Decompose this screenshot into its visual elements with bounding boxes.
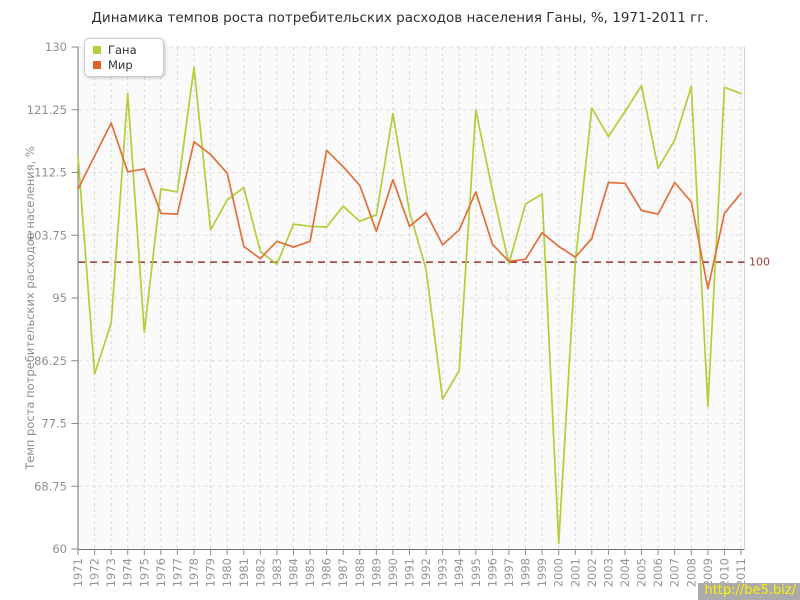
x-tick-label: 2009 bbox=[701, 558, 715, 587]
x-tick-label: 2008 bbox=[684, 558, 698, 587]
x-tick-label: 1996 bbox=[485, 558, 499, 587]
ref-line-label: 100 bbox=[749, 255, 770, 269]
x-tick-label: 2003 bbox=[601, 558, 615, 587]
x-tick-label: 1981 bbox=[237, 558, 251, 587]
legend-item-ghana[interactable]: Гана bbox=[93, 44, 137, 56]
x-tick-label: 1993 bbox=[436, 558, 450, 587]
x-tick-label: 1978 bbox=[187, 558, 201, 587]
x-tick-label: 1985 bbox=[303, 558, 317, 587]
x-tick-label: 2011 bbox=[734, 558, 748, 587]
x-tick-label: 1988 bbox=[353, 558, 367, 587]
x-tick-label: 1979 bbox=[204, 558, 218, 587]
x-tick-label: 1982 bbox=[253, 558, 267, 587]
x-tick-label: 1987 bbox=[336, 558, 350, 587]
y-tick-label: 121.25 bbox=[27, 103, 67, 117]
x-tick-label: 1986 bbox=[320, 558, 334, 587]
series-line-world bbox=[77, 122, 742, 290]
x-tick-label: 2006 bbox=[651, 558, 665, 587]
x-tick-label: 2004 bbox=[618, 558, 632, 587]
legend-item-world[interactable]: Мир bbox=[93, 59, 137, 71]
x-tick-label: 2010 bbox=[717, 558, 731, 587]
x-tick-label: 1995 bbox=[469, 558, 483, 587]
x-tick-label: 1998 bbox=[519, 558, 533, 587]
legend-label-world: Мир bbox=[108, 58, 133, 72]
legend-label-ghana: Гана bbox=[108, 43, 137, 57]
watermark-link[interactable]: http://be5.biz/ bbox=[698, 583, 800, 600]
x-tick-label: 1980 bbox=[220, 558, 234, 587]
x-tick-label: 1990 bbox=[386, 558, 400, 587]
x-tick-label: 1973 bbox=[104, 558, 118, 587]
x-tick-label: 1975 bbox=[137, 558, 151, 587]
y-tick-label: 103.75 bbox=[27, 228, 67, 242]
x-tick-label: 2007 bbox=[668, 558, 682, 587]
x-tick-label: 1984 bbox=[286, 558, 300, 587]
y-tick-label: 95 bbox=[52, 291, 67, 305]
x-tick-label: 1976 bbox=[154, 558, 168, 587]
y-tick-label: 86.25 bbox=[34, 354, 67, 368]
x-tick-label: 2001 bbox=[568, 558, 582, 587]
y-tick-label: 60 bbox=[52, 542, 67, 556]
series-line-ghana bbox=[77, 66, 742, 545]
x-tick-label: 1974 bbox=[121, 558, 135, 587]
x-tick-label: 1991 bbox=[403, 558, 417, 587]
y-tick-label: 130 bbox=[45, 40, 67, 54]
world-series-swatch bbox=[93, 61, 101, 69]
chart-title: Динамика темпов роста потребительских ра… bbox=[91, 10, 709, 26]
x-tick-label: 2005 bbox=[635, 558, 649, 587]
y-tick-label: 68.75 bbox=[34, 479, 67, 493]
x-tick-label: 1999 bbox=[535, 558, 549, 587]
x-tick-label: 2002 bbox=[585, 558, 599, 587]
x-tick-label: 2000 bbox=[552, 558, 566, 587]
ghana-series-swatch bbox=[93, 46, 101, 54]
x-tick-label: 1989 bbox=[369, 558, 383, 587]
x-tick-label: 1983 bbox=[270, 558, 284, 587]
y-tick-label: 77.5 bbox=[41, 417, 67, 431]
x-tick-label: 1994 bbox=[452, 558, 466, 587]
y-tick-label: 112.5 bbox=[34, 166, 67, 180]
legend: Гана Мир bbox=[84, 38, 164, 77]
x-tick-label: 1971 bbox=[71, 558, 85, 587]
x-tick-label: 1997 bbox=[502, 558, 516, 587]
x-tick-label: 1992 bbox=[419, 558, 433, 587]
x-tick-label: 1977 bbox=[170, 558, 184, 587]
x-tick-label: 1972 bbox=[88, 558, 102, 587]
